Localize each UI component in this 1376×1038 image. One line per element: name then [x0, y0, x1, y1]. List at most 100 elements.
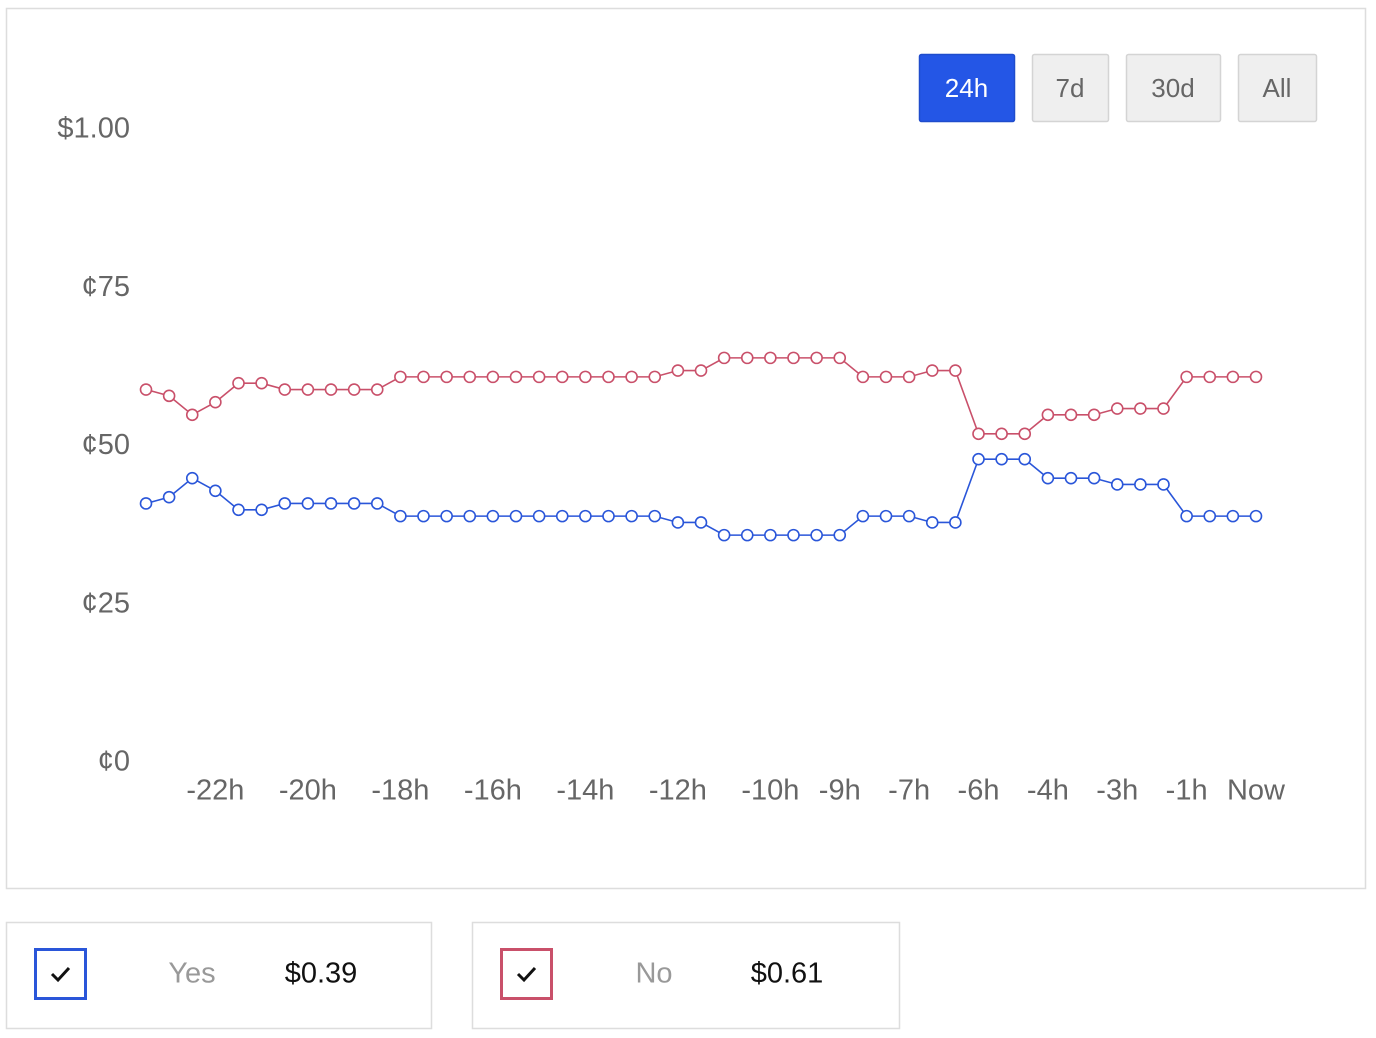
data-point [162, 490, 176, 504]
data-point [1203, 509, 1217, 523]
data-point [949, 516, 962, 529]
y-tick-label: $1.00 [57, 113, 130, 145]
data-point [209, 484, 222, 498]
y-tick-label: ¢50 [82, 429, 130, 461]
data-point [1087, 471, 1101, 485]
range-button-label[interactable]: 30d [1151, 73, 1194, 103]
legend-price: $0.39 [285, 958, 358, 990]
data-point [324, 497, 338, 510]
data-point [949, 364, 962, 377]
data-point [717, 351, 731, 365]
data-point [278, 383, 292, 396]
data-point [833, 351, 847, 365]
data-point [509, 370, 523, 384]
x-tick-label: -20h [279, 775, 337, 807]
data-point [486, 509, 500, 523]
data-point [347, 497, 361, 510]
data-point [648, 370, 662, 384]
data-point [370, 497, 384, 510]
data-point [579, 509, 592, 523]
data-point [602, 509, 615, 523]
data-point [185, 408, 199, 422]
data-point [1134, 478, 1147, 491]
legend-name: Yes [168, 958, 215, 990]
data-point [1203, 370, 1217, 384]
data-point [787, 528, 800, 542]
check-icon [516, 966, 537, 983]
data-point [370, 383, 384, 396]
range-button-label[interactable]: 7d [1056, 73, 1085, 103]
data-point [602, 370, 615, 384]
data-point [1064, 471, 1078, 485]
data-point [532, 509, 546, 523]
legend-checkbox[interactable] [500, 948, 553, 1000]
data-point [625, 509, 638, 523]
data-point [1110, 478, 1124, 491]
data-point [394, 370, 407, 384]
y-tick-label: ¢0 [98, 746, 130, 778]
data-point [810, 528, 823, 542]
data-point [1134, 402, 1147, 415]
data-point [1041, 408, 1055, 422]
data-point [902, 509, 916, 523]
data-point [1226, 509, 1240, 523]
range-button-label[interactable]: 24h [945, 73, 988, 103]
data-point [440, 509, 453, 523]
data-point [787, 351, 800, 365]
data-point [463, 509, 477, 523]
data-point [1018, 452, 1032, 466]
data-point [1157, 478, 1170, 491]
x-tick-label: -1h [1166, 775, 1208, 807]
x-tick-label: -3h [1096, 775, 1138, 807]
data-point [833, 528, 847, 542]
data-point [509, 509, 523, 523]
data-point [648, 509, 662, 523]
range-button[interactable] [1237, 53, 1318, 123]
data-point [579, 370, 592, 384]
check-icon [50, 966, 71, 983]
x-tick-label: -10h [741, 775, 799, 807]
data-point [856, 370, 870, 384]
data-point [995, 427, 1008, 441]
data-point [925, 516, 939, 529]
data-point [740, 528, 754, 542]
data-point [417, 370, 430, 384]
data-point [1226, 370, 1240, 384]
data-point [301, 497, 315, 510]
data-point [301, 383, 315, 396]
data-point [740, 351, 754, 365]
data-point [394, 509, 407, 523]
data-point [1041, 471, 1055, 485]
data-point [694, 364, 708, 377]
data-point [925, 364, 939, 377]
data-point [278, 497, 292, 510]
x-tick-label: -9h [819, 775, 861, 807]
data-point [972, 427, 985, 441]
data-point [139, 497, 153, 510]
data-point [625, 370, 638, 384]
x-tick-label: -16h [464, 775, 522, 807]
data-point [810, 351, 823, 365]
data-point [232, 376, 245, 390]
data-point [1018, 427, 1032, 441]
data-point [694, 516, 708, 529]
range-button[interactable] [1125, 53, 1222, 123]
range-button[interactable] [1031, 53, 1110, 123]
data-point [324, 383, 338, 396]
x-tick-label: -12h [649, 775, 707, 807]
data-point [972, 452, 985, 466]
x-tick-label: -4h [1027, 775, 1069, 807]
legend-checkbox[interactable] [34, 948, 87, 1000]
range-button[interactable] [918, 53, 1016, 123]
x-tick-label: -14h [556, 775, 614, 807]
data-point [209, 395, 222, 409]
data-point [879, 370, 893, 384]
range-button-label[interactable]: All [1263, 73, 1292, 103]
data-point [1087, 408, 1101, 422]
data-point [1064, 408, 1078, 422]
data-point [255, 376, 268, 390]
data-point [185, 471, 199, 485]
legend-price: $0.61 [751, 958, 824, 990]
